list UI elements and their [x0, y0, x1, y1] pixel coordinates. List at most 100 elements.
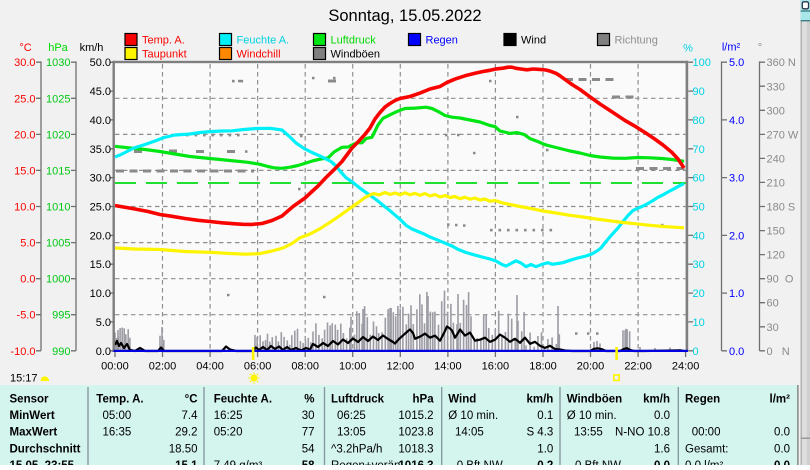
svg-text:360 N: 360 N: [767, 57, 796, 69]
svg-text:Durchschnitt: Durchschnitt: [10, 443, 81, 455]
svg-text:^3.2hPa/h: ^3.2hPa/h: [331, 443, 382, 455]
svg-text:20: 20: [693, 288, 705, 300]
svg-text:Ø 10 min.: Ø 10 min.: [567, 410, 617, 422]
svg-text:50: 50: [693, 202, 705, 214]
svg-text:Taupunkt: Taupunkt: [142, 49, 187, 61]
svg-text:180 S: 180 S: [767, 202, 796, 214]
svg-text:22:00: 22:00: [624, 361, 652, 373]
svg-text:1.0: 1.0: [729, 288, 744, 300]
svg-text:13:55: 13:55: [574, 427, 603, 439]
svg-text:Luftdruck: Luftdruck: [331, 35, 377, 47]
svg-text:0.0: 0.0: [654, 410, 670, 422]
svg-text:30.0: 30.0: [14, 57, 35, 69]
svg-text:2.0: 2.0: [729, 230, 744, 242]
svg-text:5.0: 5.0: [96, 317, 111, 329]
svg-text:30: 30: [767, 322, 779, 334]
svg-text:km/h: km/h: [526, 393, 553, 405]
svg-text:80: 80: [693, 115, 705, 127]
svg-text:1025: 1025: [46, 93, 70, 105]
svg-text:06:25: 06:25: [337, 410, 366, 422]
svg-text:%: %: [683, 43, 693, 55]
svg-text:20.0: 20.0: [90, 230, 111, 242]
svg-text:Wind: Wind: [448, 393, 476, 405]
svg-text:1018.3: 1018.3: [398, 443, 433, 455]
svg-text:0.0: 0.0: [729, 346, 744, 358]
svg-text:Luftdruck: Luftdruck: [331, 393, 385, 405]
svg-text:10: 10: [693, 317, 705, 329]
svg-text:Wind: Wind: [521, 35, 546, 47]
svg-text:°C: °C: [185, 393, 198, 405]
svg-text:1020: 1020: [46, 129, 70, 141]
svg-text:330: 330: [767, 81, 785, 93]
svg-text:Richtung: Richtung: [615, 35, 658, 47]
svg-text:60: 60: [693, 173, 705, 185]
svg-text:0.0: 0.0: [774, 427, 790, 439]
svg-text:30: 30: [302, 410, 315, 422]
svg-text:N-NO 10.8: N-NO 10.8: [615, 427, 670, 439]
svg-text:1015: 1015: [46, 165, 70, 177]
svg-text:120: 120: [767, 250, 785, 262]
svg-text:54: 54: [302, 443, 315, 455]
svg-text:20:00: 20:00: [577, 361, 605, 373]
svg-text:Temp. A.: Temp. A.: [96, 393, 143, 405]
svg-text:300: 300: [767, 105, 785, 117]
svg-text:Regen+verän: Regen+verän: [331, 460, 400, 465]
svg-text:°C: °C: [19, 42, 31, 54]
svg-text:25.0: 25.0: [14, 93, 35, 105]
svg-text:30.0: 30.0: [90, 173, 111, 185]
svg-text:60: 60: [767, 298, 779, 310]
svg-text:04:00: 04:00: [196, 361, 224, 373]
svg-text:0.0 l/m²: 0.0 l/m²: [685, 460, 724, 465]
svg-text:Regen: Regen: [685, 393, 720, 405]
svg-text:Regen: Regen: [426, 35, 458, 47]
svg-text:70: 70: [693, 144, 705, 156]
svg-text:12:00: 12:00: [387, 361, 415, 373]
svg-text:90: 90: [693, 86, 705, 98]
svg-text:MaxWert: MaxWert: [10, 427, 58, 439]
svg-text:02:00: 02:00: [149, 361, 177, 373]
svg-text:°: °: [758, 42, 762, 54]
svg-text:0.2: 0.2: [537, 460, 553, 465]
svg-text:150: 150: [767, 226, 785, 238]
svg-text:S 4.3: S 4.3: [526, 427, 553, 439]
svg-text:16:00: 16:00: [482, 361, 510, 373]
svg-text:1005: 1005: [46, 238, 70, 250]
svg-text:995: 995: [52, 310, 70, 322]
svg-text:4.0: 4.0: [729, 115, 744, 127]
svg-text:0 Bft NW: 0 Bft NW: [457, 460, 503, 465]
svg-text:15.0: 15.0: [14, 165, 35, 177]
svg-text:-10.0: -10.0: [10, 346, 35, 358]
svg-text:20.0: 20.0: [14, 129, 35, 141]
svg-text:45.0: 45.0: [90, 86, 111, 98]
svg-text:10.0: 10.0: [90, 288, 111, 300]
svg-text:5.0: 5.0: [20, 238, 35, 250]
svg-text:18:00: 18:00: [529, 361, 557, 373]
svg-text:1016.3: 1016.3: [398, 460, 433, 465]
svg-text:Gesamt:: Gesamt:: [685, 443, 728, 455]
svg-text:Ø 10 min.: Ø 10 min.: [448, 410, 498, 422]
svg-text:Sonntag, 15.05.2022: Sonntag, 15.05.2022: [328, 7, 481, 25]
svg-text:Windböen: Windböen: [567, 393, 622, 405]
svg-text:58: 58: [302, 460, 315, 465]
svg-text:30: 30: [693, 259, 705, 271]
svg-text:0.0: 0.0: [96, 346, 111, 358]
svg-text:Feuchte A.: Feuchte A.: [237, 35, 290, 47]
svg-text:0.0: 0.0: [774, 460, 790, 465]
svg-text:14:00: 14:00: [434, 361, 462, 373]
svg-text:Windchill: Windchill: [237, 49, 281, 61]
svg-text:05:20: 05:20: [214, 427, 243, 439]
svg-text:15.0: 15.0: [90, 259, 111, 271]
svg-text:90 O: 90 O: [767, 274, 794, 286]
svg-text:1.0: 1.0: [537, 443, 553, 455]
svg-text:16:25: 16:25: [214, 410, 243, 422]
svg-text:1000: 1000: [46, 274, 70, 286]
svg-text:40: 40: [693, 230, 705, 242]
svg-text:240: 240: [767, 153, 785, 165]
svg-text:210: 210: [767, 177, 785, 189]
svg-text:40.0: 40.0: [90, 115, 111, 127]
svg-text:29.2: 29.2: [175, 427, 197, 439]
svg-text:0: 0: [693, 346, 699, 358]
svg-text:100: 100: [693, 57, 711, 69]
svg-text:06:00: 06:00: [244, 361, 272, 373]
svg-text:hPa: hPa: [48, 42, 68, 54]
